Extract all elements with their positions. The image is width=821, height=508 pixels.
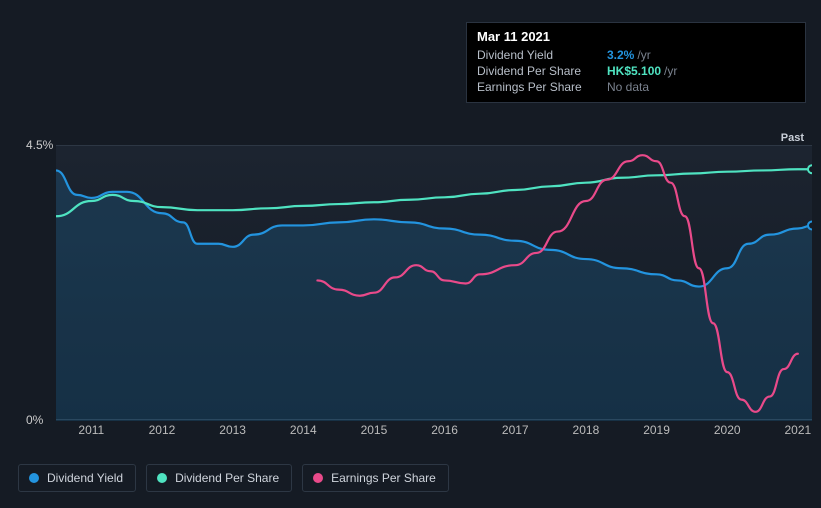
tooltip-date: Mar 11 2021 xyxy=(477,29,795,46)
tooltip: Mar 11 2021 Dividend Yield3.2%/yrDividen… xyxy=(466,22,806,103)
x-tick: 2018 xyxy=(573,423,600,437)
x-tick: 2014 xyxy=(290,423,317,437)
legend-label: Dividend Per Share xyxy=(175,471,279,485)
legend-item[interactable]: Earnings Per Share xyxy=(302,464,449,492)
legend-swatch xyxy=(313,473,323,483)
tooltip-row-value: 3.2%/yr xyxy=(607,48,651,62)
tooltip-row: Earnings Per ShareNo data xyxy=(477,78,795,94)
legend-swatch xyxy=(157,473,167,483)
legend-label: Dividend Yield xyxy=(47,471,123,485)
chart-area: 4.5% 0% Past 201120122013201420152016201… xyxy=(18,105,818,465)
tooltip-row: Dividend Per ShareHK$5.100/yr xyxy=(477,62,795,78)
legend-item[interactable]: Dividend Yield xyxy=(18,464,136,492)
x-tick: 2015 xyxy=(361,423,388,437)
x-tick: 2017 xyxy=(502,423,529,437)
tooltip-row-value: HK$5.100/yr xyxy=(607,64,677,78)
legend-swatch xyxy=(29,473,39,483)
x-tick: 2013 xyxy=(219,423,246,437)
tooltip-row-label: Earnings Per Share xyxy=(477,80,607,94)
x-tick: 2021 xyxy=(785,423,812,437)
x-axis: 2011 2012 2013 2014 2015 2016 2017 2018 2019 2020… xyxy=(56,423,812,443)
x-tick: 2019 xyxy=(643,423,670,437)
plot-region[interactable]: Past xyxy=(56,145,812,420)
legend-item[interactable]: Dividend Per Share xyxy=(146,464,292,492)
tooltip-row: Dividend Yield3.2%/yr xyxy=(477,46,795,62)
x-tick: 2011 xyxy=(78,423,104,437)
y-tick-max: 4.5% xyxy=(26,138,53,152)
tooltip-row-value: No data xyxy=(607,80,649,94)
series-line-1 xyxy=(56,169,812,216)
x-tick: 2012 xyxy=(149,423,176,437)
series-end-dot xyxy=(808,221,812,229)
tooltip-row-unit: /yr xyxy=(637,48,650,62)
x-tick: 2016 xyxy=(431,423,458,437)
legend-label: Earnings Per Share xyxy=(331,471,436,485)
past-label: Past xyxy=(781,132,804,144)
legend: Dividend Yield Dividend Per Share Earnings… xyxy=(18,464,449,492)
tooltip-row-unit: /yr xyxy=(664,64,677,78)
x-tick: 2020 xyxy=(714,423,741,437)
y-tick-min: 0% xyxy=(26,413,43,427)
series-end-dot xyxy=(808,165,812,173)
tooltip-row-label: Dividend Per Share xyxy=(477,64,607,78)
tooltip-row-label: Dividend Yield xyxy=(477,48,607,62)
